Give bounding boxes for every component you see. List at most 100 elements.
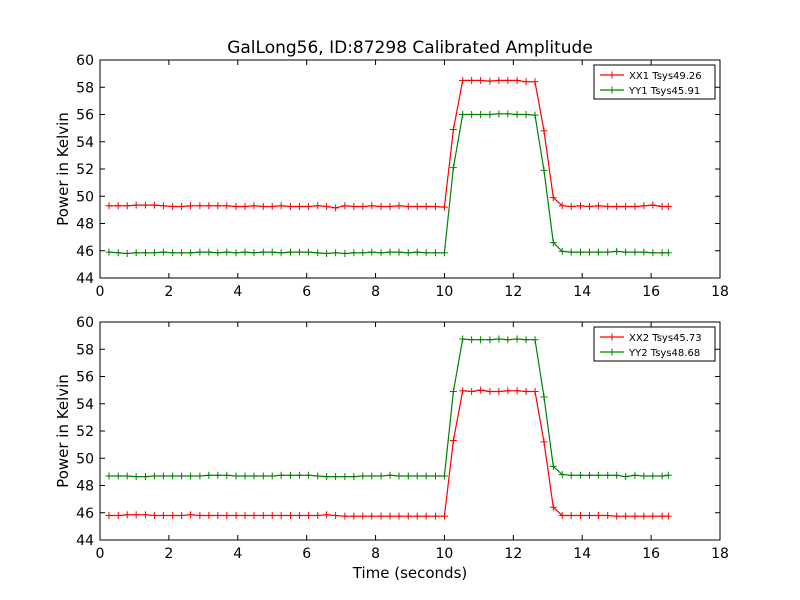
data-point: [531, 387, 539, 395]
data-point: [386, 202, 394, 210]
data-point: [585, 202, 593, 210]
data-point: [178, 249, 186, 257]
data-point: [332, 204, 340, 212]
data-point: [504, 387, 512, 395]
y-axis-label: Power in Kelvin: [54, 374, 72, 488]
data-point: [259, 472, 267, 480]
data-point: [664, 512, 672, 520]
data-point: [223, 248, 231, 256]
data-point: [241, 202, 249, 210]
data-point: [332, 511, 340, 519]
y-tick-label: 44: [76, 271, 94, 287]
data-point: [332, 473, 340, 481]
data-point: [613, 512, 621, 520]
data-point: [114, 249, 122, 257]
data-point: [196, 511, 204, 519]
data-point: [277, 249, 285, 257]
data-point: [268, 248, 276, 256]
data-point: [640, 202, 648, 210]
y-tick-label: 52: [76, 424, 94, 440]
data-point: [522, 111, 530, 118]
data-point: [531, 336, 539, 344]
data-point: [649, 472, 657, 480]
data-point: [359, 202, 367, 210]
data-point: [604, 511, 612, 519]
x-tick-label: 2: [164, 546, 173, 562]
data-point: [304, 248, 312, 256]
data-point: [295, 511, 303, 519]
data-point: [404, 472, 412, 480]
data-point: [286, 202, 294, 210]
data-point: [531, 111, 539, 119]
data-point: [205, 471, 213, 479]
data-point: [495, 387, 503, 395]
data-point: [440, 203, 448, 211]
data-point: [477, 76, 485, 84]
data-point: [187, 202, 195, 210]
data-point: [567, 202, 575, 210]
y-tick-label: 54: [76, 397, 94, 413]
data-point: [604, 248, 612, 256]
y-tick-label: 56: [76, 108, 94, 124]
data-point: [658, 249, 666, 257]
data-point: [522, 336, 530, 344]
data-point: [268, 511, 276, 519]
x-tick-label: 18: [711, 546, 729, 562]
data-point: [214, 202, 222, 210]
y-tick-label: 54: [76, 135, 94, 151]
data-point: [549, 239, 557, 247]
data-point: [377, 249, 385, 257]
data-point: [232, 202, 240, 210]
data-point: [323, 202, 331, 210]
data-point: [277, 511, 285, 519]
data-point: [187, 511, 195, 519]
data-point: [522, 78, 530, 86]
data-point: [567, 511, 575, 519]
data-point: [431, 512, 439, 520]
data-point: [477, 336, 485, 344]
data-point: [341, 473, 349, 481]
y-tick-label: 50: [76, 451, 94, 467]
data-point: [314, 472, 322, 480]
data-point: [664, 202, 672, 210]
data-point: [631, 248, 639, 256]
legend-label: YY2 Tsys48.68: [628, 348, 700, 359]
x-tick-label: 8: [371, 284, 380, 300]
data-point: [558, 202, 566, 210]
data-point: [404, 249, 412, 257]
data-point: [304, 471, 312, 479]
data-point: [114, 472, 122, 480]
data-point: [449, 125, 457, 133]
x-tick-label: 6: [302, 284, 311, 300]
legend-marker: [608, 71, 616, 79]
data-point: [241, 511, 249, 519]
data-point: [368, 472, 376, 480]
data-point: [232, 511, 240, 519]
data-point: [395, 202, 403, 210]
data-point: [250, 472, 258, 480]
data-point: [214, 249, 222, 257]
data-point: [141, 473, 149, 481]
data-point: [132, 511, 140, 519]
data-point: [440, 472, 448, 480]
data-point: [613, 471, 621, 479]
data-point: [664, 249, 672, 257]
data-point: [449, 164, 457, 172]
data-point: [259, 202, 267, 210]
data-point: [495, 335, 503, 343]
data-point: [304, 202, 312, 210]
data-point: [459, 335, 467, 343]
data-point: [604, 202, 612, 210]
data-point: [577, 202, 584, 210]
data-point: [105, 472, 113, 480]
data-point: [323, 511, 331, 519]
data-point: [631, 471, 639, 479]
y-tick-label: 46: [76, 244, 94, 260]
data-point: [585, 248, 593, 256]
data-point: [486, 111, 494, 118]
data-point: [178, 472, 186, 480]
data-point: [495, 110, 503, 118]
data-point: [268, 472, 276, 480]
data-point: [187, 472, 195, 480]
